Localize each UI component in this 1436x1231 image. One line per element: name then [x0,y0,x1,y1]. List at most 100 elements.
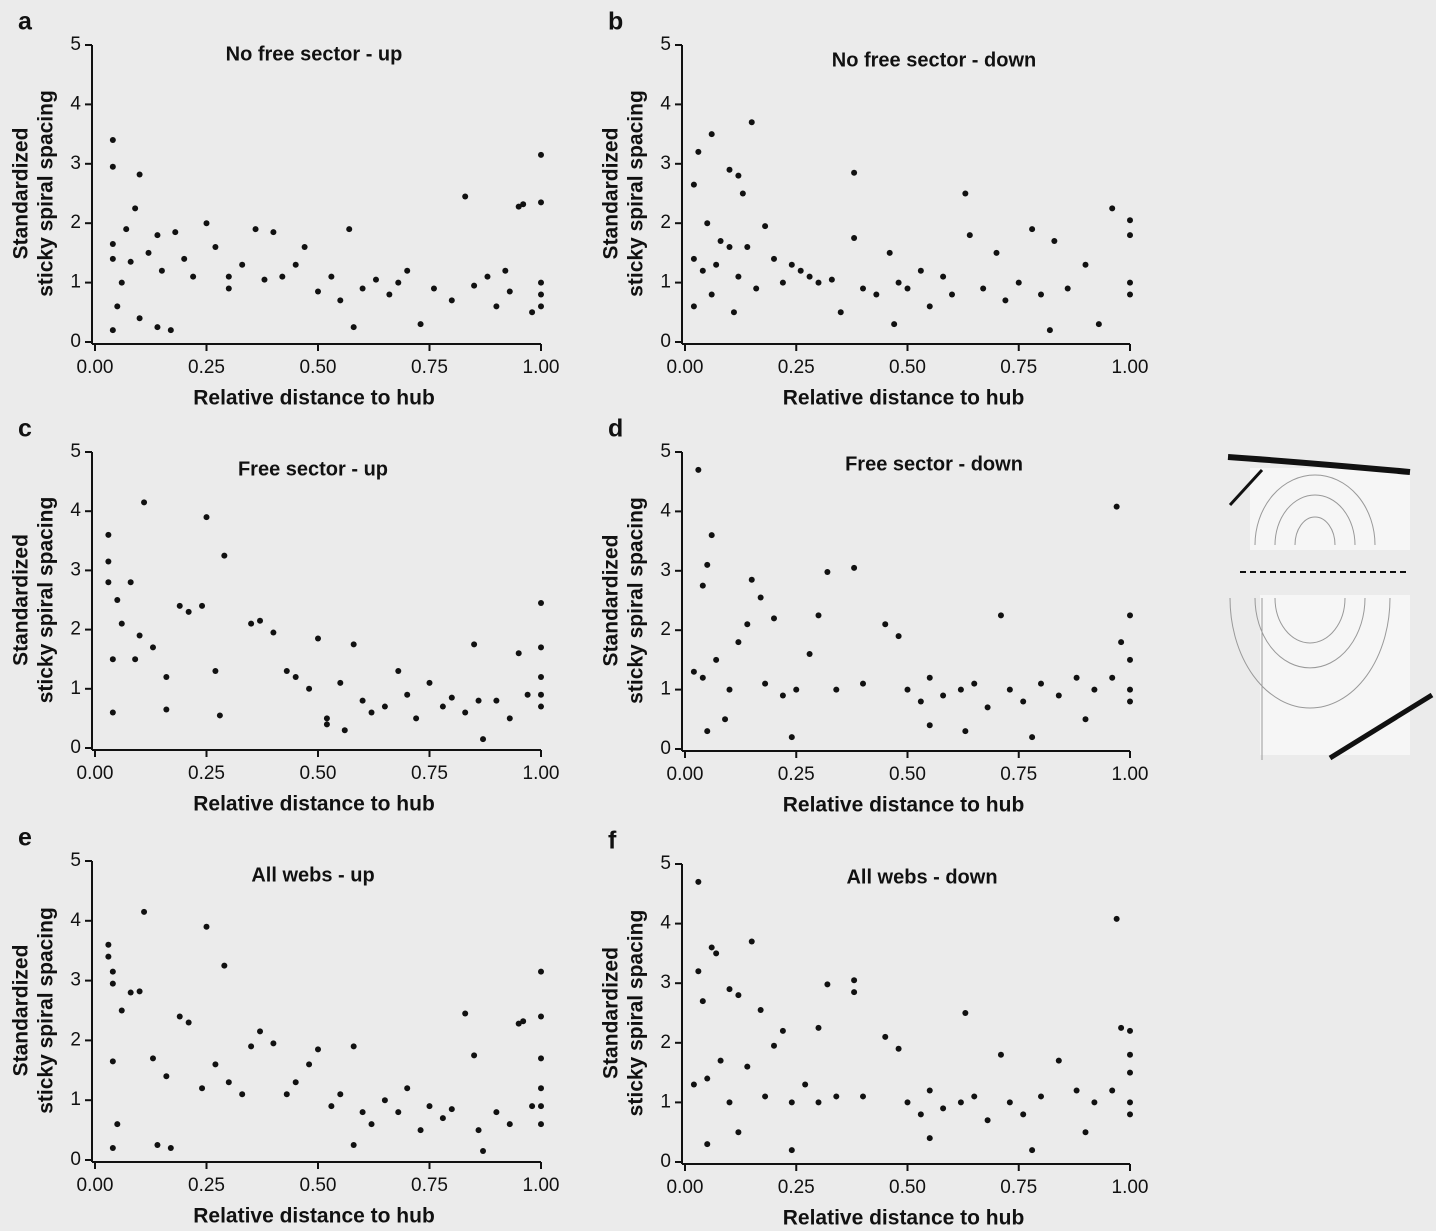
point [704,1141,711,1148]
point [788,1147,795,1154]
point [1082,716,1089,723]
point [337,1091,344,1098]
point [1029,226,1036,233]
point [735,992,742,999]
point [109,968,116,975]
point [815,279,822,286]
point [917,698,924,705]
point [221,962,228,969]
point [109,656,116,663]
point [860,1093,866,1100]
point [475,697,482,704]
point [480,1148,487,1155]
point [127,989,134,996]
point [860,285,866,292]
point [127,258,134,265]
point [788,261,795,268]
point [966,232,973,239]
point [926,1087,933,1094]
point [806,273,813,280]
point [962,728,969,735]
point [1029,1147,1036,1154]
point [239,261,246,268]
point [114,597,121,603]
point [690,255,697,262]
point [315,1046,321,1053]
point [726,686,733,693]
point [690,668,697,675]
point [127,579,134,586]
x-tick-label: 1.00 [1112,1177,1149,1198]
point [105,531,112,538]
x-tick-label: 0.75 [1000,764,1037,785]
point [788,1099,795,1106]
point [149,644,156,651]
point [997,612,1004,619]
point [699,582,706,589]
y-tick-label: 5 [70,34,81,55]
y-axis-label: Standardized [600,947,623,1079]
point [895,279,902,286]
point [136,315,143,322]
point [926,1135,933,1142]
point [704,728,711,735]
x-tick-label: 1.00 [523,357,560,378]
point [802,1081,809,1088]
x-tick-label: 1.00 [1112,357,1149,378]
point [962,1010,969,1016]
point [538,151,544,158]
point [109,1145,116,1152]
point [306,685,313,692]
point [270,229,277,236]
point [538,199,544,206]
point [891,321,898,328]
point [448,694,455,701]
point [1127,279,1133,286]
point [1006,686,1013,693]
point [833,686,840,693]
point [1006,1099,1013,1106]
x-tick-label: 0.00 [77,1175,114,1196]
point [538,303,544,310]
chart-title: Free sector - down [845,453,1023,475]
point [350,324,357,331]
point [270,629,277,636]
point [439,1115,446,1122]
point [1095,321,1102,328]
point [462,193,469,200]
point [1091,686,1098,693]
point [797,267,804,274]
point [1127,1099,1133,1106]
point [735,639,742,646]
point [895,1045,902,1052]
point [520,201,527,208]
y-tick-label: 4 [70,500,81,521]
point [851,564,858,571]
point [109,980,116,987]
point [114,303,121,310]
point [176,1013,183,1020]
y-tick-label: 1 [70,272,81,293]
point [212,243,219,250]
point [926,674,933,681]
point [216,712,223,719]
x-tick-label: 0.00 [667,764,704,785]
point [426,1103,433,1110]
point [306,1061,313,1068]
point [1127,656,1133,663]
point [141,499,148,506]
y-tick-label: 1 [70,1089,81,1110]
x-tick-label: 0.00 [667,357,704,378]
point [212,1061,219,1068]
point [328,273,335,280]
point [538,968,544,975]
point [493,303,500,310]
point [1038,291,1044,298]
panel-label: d [608,415,623,443]
y-tick-label: 4 [660,913,671,934]
point [699,674,706,681]
point [708,532,715,539]
point [404,267,411,274]
point [515,203,522,210]
